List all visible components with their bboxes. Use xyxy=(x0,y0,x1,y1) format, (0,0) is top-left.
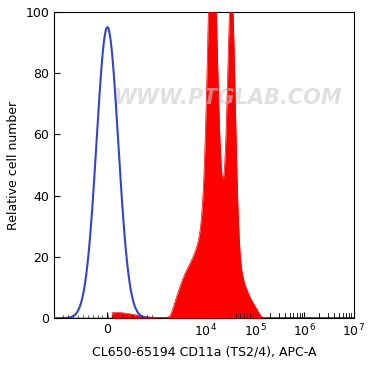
X-axis label: CL650-65194 CD11a (TS2/4), APC-A: CL650-65194 CD11a (TS2/4), APC-A xyxy=(92,345,316,358)
Text: WWW.PTGLAB.COM: WWW.PTGLAB.COM xyxy=(113,88,342,108)
Y-axis label: Relative cell number: Relative cell number xyxy=(7,100,20,230)
